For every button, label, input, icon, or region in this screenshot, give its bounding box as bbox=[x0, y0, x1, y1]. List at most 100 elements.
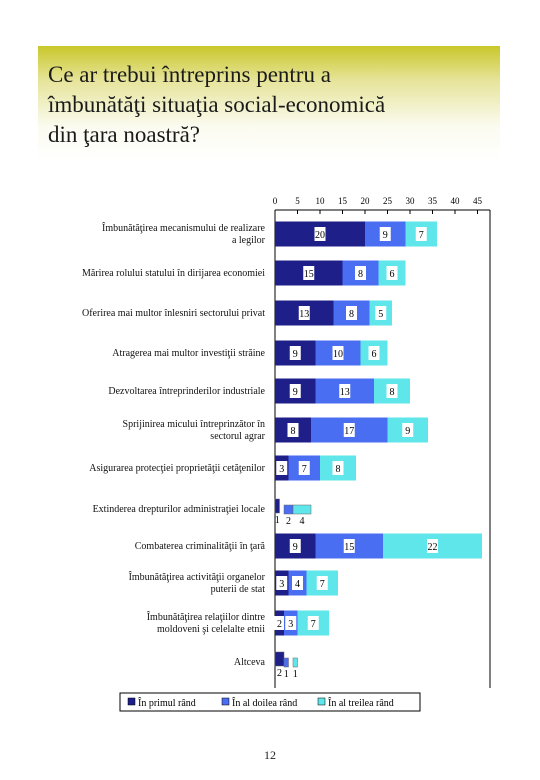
data-label-box bbox=[339, 384, 351, 398]
data-label-box bbox=[346, 306, 357, 320]
data-label-box bbox=[386, 266, 398, 280]
data-label-box bbox=[298, 461, 310, 475]
data-label: 9 bbox=[293, 542, 298, 553]
data-label: 10 bbox=[333, 349, 343, 360]
data-label: 8 bbox=[336, 464, 341, 475]
data-label: 7 bbox=[419, 230, 424, 241]
x-tick-label: 15 bbox=[338, 196, 348, 206]
data-label: 7 bbox=[320, 579, 325, 590]
data-label: 15 bbox=[304, 269, 314, 280]
data-label-box bbox=[316, 576, 328, 590]
legend-label: În al doilea rând bbox=[232, 697, 297, 709]
data-label-box bbox=[307, 616, 319, 630]
data-label: 17 bbox=[344, 426, 354, 437]
category-label: Asigurarea protecţiei proprietăţii cetăţ… bbox=[89, 463, 265, 474]
data-label: 7 bbox=[302, 464, 307, 475]
title-box: Ce ar trebui întreprins pentru a îmbunăt… bbox=[38, 46, 500, 161]
data-label: 9 bbox=[383, 230, 388, 241]
bar-segment bbox=[292, 657, 298, 668]
data-label: 6 bbox=[390, 269, 395, 280]
data-label-box bbox=[289, 539, 301, 553]
data-label: 3 bbox=[279, 579, 284, 590]
category-label: Îmbunătăţirea relaţiilor dintre bbox=[147, 611, 266, 623]
data-label: 8 bbox=[390, 387, 395, 398]
category-label: Atragerea mai multor investiţii străine bbox=[112, 348, 265, 359]
category-label: a legilor bbox=[232, 235, 266, 246]
x-tick-label: 20 bbox=[361, 196, 371, 206]
data-label-box bbox=[343, 539, 355, 553]
bar-segment bbox=[283, 657, 289, 668]
data-label-box bbox=[276, 461, 288, 475]
category-label: Dezvoltarea întreprinderilor industriale bbox=[108, 386, 265, 397]
bar-segment bbox=[292, 504, 312, 515]
category-label: Oferirea mai multor înlesniri sectorului… bbox=[82, 308, 265, 319]
data-label-box bbox=[332, 461, 344, 475]
legend-label: În primul rând bbox=[138, 697, 196, 709]
category-label: Combaterea criminalităţii în ţară bbox=[135, 541, 266, 552]
data-label: 9 bbox=[293, 349, 298, 360]
data-label: 3 bbox=[288, 619, 293, 630]
data-label: 3 bbox=[279, 464, 284, 475]
data-label: 9 bbox=[293, 387, 298, 398]
category-label: sectorul agrar bbox=[210, 431, 265, 442]
data-label: 8 bbox=[349, 309, 354, 320]
data-label: 22 bbox=[428, 542, 438, 553]
data-label-box bbox=[379, 227, 391, 241]
category-label: Extinderea drepturilor administraţiei lo… bbox=[93, 504, 266, 515]
data-label: 8 bbox=[358, 269, 363, 280]
data-label: 5 bbox=[378, 309, 383, 320]
data-label-box bbox=[289, 346, 301, 360]
category-label: puterii de stat bbox=[211, 584, 266, 595]
data-label-box bbox=[274, 616, 285, 630]
data-label: 1 bbox=[275, 515, 280, 526]
slide-title: Ce ar trebui întreprins pentru a îmbunăt… bbox=[48, 62, 386, 147]
data-label-box bbox=[368, 346, 380, 360]
data-label: 4 bbox=[295, 579, 300, 590]
category-label: Altceva bbox=[234, 657, 266, 668]
page-number: 12 bbox=[264, 748, 276, 762]
data-label: 15 bbox=[344, 542, 354, 553]
x-tick-label: 0 bbox=[273, 196, 278, 206]
bar-segment bbox=[283, 504, 294, 515]
x-tick-label: 45 bbox=[473, 196, 483, 206]
data-label-box bbox=[427, 539, 438, 553]
category-label: Îmbunătăţirea activităţii organelor bbox=[129, 571, 266, 583]
data-label: 2 bbox=[277, 619, 282, 630]
legend-swatch bbox=[221, 697, 230, 706]
bar-segment bbox=[274, 651, 285, 667]
data-label-box bbox=[415, 227, 427, 241]
data-label-box bbox=[298, 306, 310, 320]
data-label-box bbox=[402, 423, 414, 437]
legend-swatch bbox=[127, 697, 136, 706]
x-tick-label: 35 bbox=[428, 196, 438, 206]
data-label-box bbox=[314, 227, 326, 241]
legend-swatch bbox=[317, 697, 326, 706]
category-label: moldoveni şi celelalte etnii bbox=[157, 624, 265, 635]
x-tick-label: 40 bbox=[451, 196, 461, 206]
data-label: 9 bbox=[405, 426, 410, 437]
data-label: 2 bbox=[277, 668, 282, 679]
data-label-box bbox=[386, 384, 398, 398]
legend-box bbox=[119, 692, 421, 712]
data-label-box bbox=[303, 266, 315, 280]
data-label: 8 bbox=[291, 426, 296, 437]
data-label: 20 bbox=[315, 230, 325, 241]
category-label: Sprijinirea micului întreprinzător în bbox=[123, 419, 265, 430]
data-label-box bbox=[289, 384, 301, 398]
data-label: 2 bbox=[286, 516, 291, 527]
x-tick-label: 25 bbox=[383, 196, 393, 206]
data-label-box bbox=[375, 306, 387, 320]
data-label-box bbox=[355, 266, 366, 280]
legend-label: În al treilea rând bbox=[328, 697, 394, 709]
data-label: 13 bbox=[299, 309, 309, 320]
data-label-box bbox=[332, 346, 344, 360]
category-label: Îmbunătăţirea mecanismului de realizare bbox=[102, 222, 266, 234]
data-label: 13 bbox=[340, 387, 350, 398]
data-label: 1 bbox=[293, 669, 298, 680]
data-label: 7 bbox=[311, 619, 316, 630]
data-label-box bbox=[287, 423, 299, 437]
category-label: Mărirea rolului statului în dirijarea ec… bbox=[82, 268, 265, 279]
data-label-box bbox=[343, 423, 355, 437]
data-label-box bbox=[276, 576, 288, 590]
